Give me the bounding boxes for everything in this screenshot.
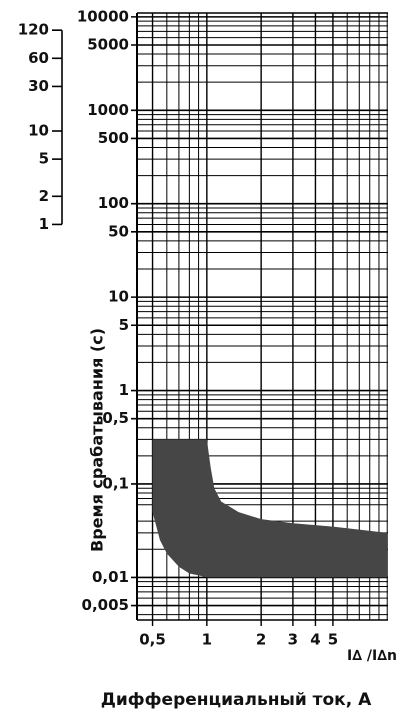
y-axis-title: Время срабатывания (с)	[88, 328, 107, 552]
y-tick-label: 0,01	[92, 568, 129, 586]
x-tick-label: 5	[328, 631, 338, 649]
y-tick-label: 5000	[87, 35, 129, 53]
y-tick-label: 500	[98, 129, 129, 147]
trip-zone	[152, 439, 388, 578]
y-tick-label: 1	[119, 381, 129, 399]
y-tick-label: 1000	[87, 101, 129, 119]
y2-tick-label: 5	[39, 150, 49, 168]
x-tick-label: 4	[310, 631, 320, 649]
y-tick-label: 0,1	[102, 474, 129, 492]
y2-tick-label: 10	[28, 122, 49, 140]
x-tick-label: 3	[288, 631, 298, 649]
y2-tick-label: 2	[39, 187, 49, 205]
y-tick-label: 100	[98, 194, 129, 212]
y2-tick-label: 1	[39, 215, 49, 233]
x-tick-label: 1	[202, 631, 212, 649]
y-tick-label: 50	[108, 222, 129, 240]
y2-tick-label: 60	[28, 49, 49, 67]
y-tick-label: 10	[108, 288, 129, 306]
y-tick-label: 0,5	[102, 409, 129, 427]
y-tick-label: 10000	[77, 7, 129, 25]
x-axis-title: Дифференциальный ток, А	[101, 690, 372, 710]
x-tick-label: 2	[256, 631, 266, 649]
y2-tick-label: 120	[18, 21, 49, 39]
x-tick-label: 0,5	[139, 631, 166, 649]
x-unit-label: I∆ /I∆n	[347, 648, 397, 664]
y2-tick-label: 30	[28, 77, 49, 95]
y-tick-label: 5	[119, 316, 129, 334]
y-tick-label: 0,005	[82, 596, 129, 614]
